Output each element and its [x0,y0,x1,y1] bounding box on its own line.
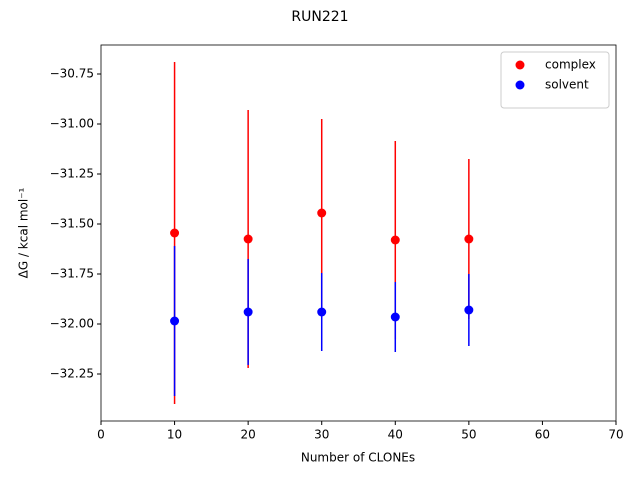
point [243,234,253,244]
chart-title: RUN221 [291,9,348,25]
x-tick-label: 50 [461,428,476,442]
y-tick-label: −31.75 [50,267,94,281]
point [317,307,327,317]
point [317,208,327,218]
point [390,235,400,245]
y-tick-label: −32.25 [50,367,94,381]
y-tick-label: −32.00 [50,317,94,331]
point [170,316,180,326]
point [464,234,474,244]
legend-box [500,51,610,109]
y-tick-label: −31.25 [50,167,94,181]
x-tick-label: 10 [167,428,182,442]
point [390,312,400,322]
y-tick-label: −31.50 [50,217,94,231]
x-tick-label: 30 [314,428,329,442]
x-tick-label: 60 [535,428,550,442]
x-tick-label: 70 [608,428,623,442]
x-tick-label: 20 [241,428,256,442]
plot-frame [100,44,617,422]
x-axis-label: Number of CLONEs [301,451,415,465]
point [170,228,180,238]
y-tick-label: −30.75 [50,67,94,81]
x-tick-label: 0 [97,428,105,442]
point [243,307,253,317]
y-tick-label: −31.00 [50,117,94,131]
y-axis-label: ΔG / kcal mol⁻¹ [17,187,31,278]
x-tick-label: 40 [388,428,403,442]
point [464,305,474,315]
legend-marker [515,80,525,90]
legend-label: complex [545,58,596,72]
legend-label: solvent [545,78,589,92]
legend-marker [515,60,525,70]
